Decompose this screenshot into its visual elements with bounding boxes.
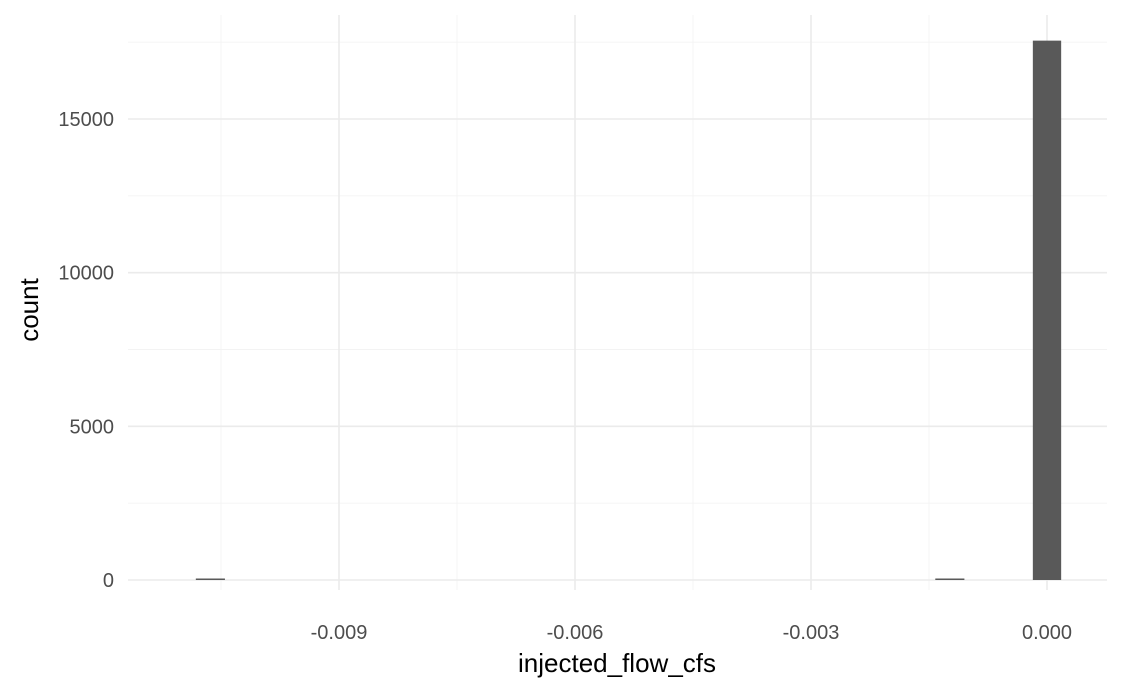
x-tick-label: -0.003: [783, 622, 840, 644]
x-tick-label: -0.006: [547, 622, 604, 644]
histogram-bar: [195, 578, 225, 580]
y-axis-tick-labels: 0 5000 10000 15000: [58, 109, 114, 592]
x-tick-label: -0.009: [311, 622, 368, 644]
y-axis-title: count: [14, 277, 44, 341]
y-tick-label: 15000: [58, 109, 114, 131]
x-axis-tick-labels: -0.009 -0.006 -0.003 0.000: [311, 622, 1072, 644]
y-tick-label: 5000: [70, 416, 115, 438]
y-tick-label: 10000: [58, 263, 114, 285]
x-axis-title: injected_flow_cfs: [518, 648, 716, 678]
y-tick-label: 0: [103, 570, 114, 592]
x-tick-label: 0.000: [1022, 622, 1072, 644]
grid-lines: [128, 15, 1107, 590]
histogram-bars: [195, 40, 1062, 580]
histogram-bar: [935, 578, 965, 580]
histogram-bar: [1032, 40, 1062, 580]
